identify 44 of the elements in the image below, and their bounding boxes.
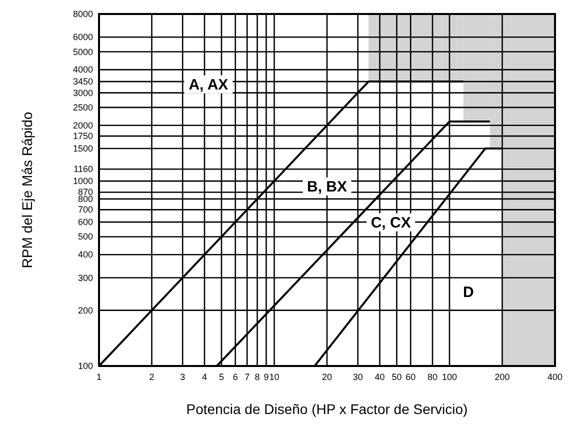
x-tick-label: 20: [322, 372, 332, 382]
x-axis-title: Potencia de Diseño (HP x Factor de Servicio): [186, 401, 468, 417]
y-axis-title: RPM del Eje Más Rápido: [19, 112, 35, 268]
x-tick-label: 8: [254, 372, 260, 382]
y-tick-label: 200: [78, 305, 93, 316]
y-tick-label: 700: [78, 204, 93, 215]
y-tick-label: 8000: [72, 9, 93, 19]
y-tick-label: 600: [78, 217, 93, 228]
x-tick-label: 4: [202, 372, 208, 382]
y-tick-label: 300: [78, 272, 93, 283]
y-tick-label: 1160: [74, 164, 93, 174]
x-tick-label: 3: [180, 372, 186, 382]
annotation: C, CX: [370, 214, 411, 232]
x-tick-label: 6: [232, 372, 238, 382]
x-tick-label: 100: [442, 372, 458, 382]
x-tick-label: 50: [392, 372, 402, 382]
y-tick-label: 2500: [72, 102, 93, 112]
x-tick-label: 200: [494, 372, 510, 382]
y-tick-label: 400: [78, 250, 93, 260]
annotation: A, AX: [188, 76, 228, 94]
x-tick-label: 1: [96, 372, 102, 382]
x-tick-label: 40: [374, 372, 385, 382]
x-tick-label: 60: [406, 372, 416, 382]
y-tick-label: 3000: [72, 88, 93, 98]
y-tick-label: 100: [78, 361, 93, 371]
x-tick-label: 30: [352, 372, 363, 382]
x-tick-label: 5: [218, 372, 224, 382]
x-tick-label: 80: [428, 372, 438, 382]
y-tick-label: 6000: [72, 32, 93, 42]
x-tick-label: 400: [547, 372, 563, 382]
x-tick-label: 10: [269, 372, 280, 382]
y-tick-label: 3450: [72, 76, 93, 87]
x-tick-label: 7: [244, 372, 250, 382]
x-tick-label: 9: [264, 372, 269, 382]
x-tick-label: 2: [149, 372, 154, 382]
annotation: D: [462, 284, 474, 302]
y-tick-label: 1500: [72, 143, 93, 154]
y-tick-label: 5000: [72, 46, 93, 57]
y-tick-label: 4000: [72, 64, 93, 75]
annotation: B, BX: [306, 178, 348, 196]
y-tick-label: 500: [78, 232, 93, 242]
y-tick-label: 1750: [72, 131, 93, 142]
y-tick-label: 1000: [72, 176, 93, 186]
y-tick-label: 2000: [72, 120, 93, 130]
